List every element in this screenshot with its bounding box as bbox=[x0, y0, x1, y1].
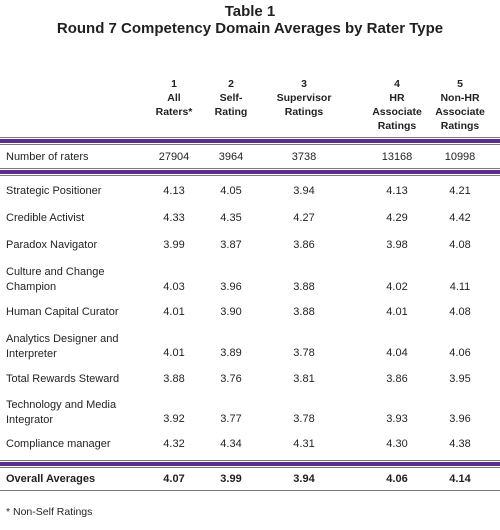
column-header-non-hr-associate: 5 Non-HR Associate Ratings bbox=[420, 77, 500, 133]
table-cell: 3.92 bbox=[163, 413, 185, 425]
table-cell: 3.78 bbox=[293, 347, 315, 359]
table-cell: 4.11 bbox=[449, 281, 471, 293]
table-cell: 3.98 bbox=[386, 239, 408, 251]
table-cell: 4.02 bbox=[386, 281, 408, 293]
table-cell: 3.81 bbox=[293, 373, 315, 385]
table-cell: 13168 bbox=[381, 151, 413, 163]
column-label: All Raters* bbox=[155, 92, 193, 118]
table-cell: 4.13 bbox=[163, 185, 185, 197]
column-label: Supervisor Ratings bbox=[276, 92, 332, 118]
table-cell: 3.89 bbox=[220, 347, 242, 359]
row-label: Technology and Media Integrator bbox=[6, 399, 117, 426]
column-number: 3 bbox=[301, 78, 307, 90]
column-number: 2 bbox=[228, 78, 234, 90]
table-cell: 4.04 bbox=[386, 347, 408, 359]
table-cell: 3.88 bbox=[293, 281, 315, 293]
table-cell: 4.13 bbox=[386, 185, 408, 197]
table-cell: 3.95 bbox=[449, 373, 471, 385]
table-cell: 4.14 bbox=[449, 473, 471, 485]
table-cell: 3.94 bbox=[293, 473, 315, 485]
footnote: * Non-Self Ratings bbox=[6, 506, 93, 518]
column-label: Self- Rating bbox=[214, 92, 248, 118]
raters-rule-top bbox=[0, 168, 500, 169]
row-label: Number of raters bbox=[6, 151, 89, 163]
column-header-supervisor-ratings: 3 Supervisor Ratings bbox=[264, 77, 344, 119]
footer-rule bbox=[0, 490, 500, 491]
table-cell: 4.31 bbox=[293, 438, 315, 450]
table-cell: 4.38 bbox=[449, 438, 471, 450]
table-cell: 4.07 bbox=[163, 473, 185, 485]
overall-rule-purple bbox=[0, 462, 500, 466]
row-label: Strategic Positioner bbox=[6, 185, 102, 197]
table-cell: 3.96 bbox=[220, 281, 242, 293]
table-cell: 3.87 bbox=[220, 239, 242, 251]
row-label: Compliance manager bbox=[6, 438, 111, 450]
table-cell: 4.03 bbox=[163, 281, 185, 293]
table-cell: 4.34 bbox=[220, 438, 242, 450]
row-label: Culture and Change Champion bbox=[6, 266, 105, 293]
table-cell: 4.08 bbox=[449, 239, 471, 251]
overall-rule-top bbox=[0, 460, 500, 461]
overall-rule-bottom bbox=[0, 467, 500, 468]
header-rule-purple bbox=[0, 139, 500, 143]
row-label: Overall Averages bbox=[6, 473, 96, 485]
table-title-number: Table 1 bbox=[224, 3, 276, 20]
header-rule-top bbox=[0, 137, 500, 138]
table-cell: 4.08 bbox=[449, 306, 471, 318]
table-cell: 4.05 bbox=[220, 185, 242, 197]
table-cell: 3.94 bbox=[293, 185, 315, 197]
table-cell: 3.86 bbox=[386, 373, 408, 385]
column-header-all-raters: 1 All Raters* bbox=[134, 77, 214, 119]
table-cell: 4.30 bbox=[386, 438, 408, 450]
table-cell: 4.27 bbox=[293, 212, 315, 224]
table-cell: 3.86 bbox=[293, 239, 315, 251]
table-cell: 3964 bbox=[218, 151, 244, 163]
column-number: 4 bbox=[394, 78, 400, 90]
table-cell: 4.21 bbox=[449, 185, 471, 197]
table-cell: 4.01 bbox=[163, 306, 185, 318]
column-label: HR Associate Ratings bbox=[372, 92, 422, 132]
column-number: 1 bbox=[171, 78, 177, 90]
table-cell: 4.32 bbox=[163, 438, 185, 450]
table-cell: 4.06 bbox=[449, 347, 471, 359]
row-label: Human Capital Curator bbox=[6, 306, 119, 318]
table-cell: 3.88 bbox=[163, 373, 185, 385]
table-cell: 3.90 bbox=[220, 306, 242, 318]
table-cell: 3.88 bbox=[293, 306, 315, 318]
column-header-hr-associate: 4 HR Associate Ratings bbox=[357, 77, 437, 133]
table-cell: 4.33 bbox=[163, 212, 185, 224]
table-cell: 4.29 bbox=[386, 212, 408, 224]
table-cell: 3.93 bbox=[386, 413, 408, 425]
table-cell: 3.76 bbox=[220, 373, 242, 385]
table-cell: 3.96 bbox=[449, 413, 471, 425]
column-number: 5 bbox=[457, 78, 463, 90]
row-label: Credible Activist bbox=[6, 212, 85, 224]
column-header-self-rating: 2 Self- Rating bbox=[191, 77, 271, 119]
table-cell: 4.35 bbox=[220, 212, 242, 224]
raters-rule-bottom bbox=[0, 175, 500, 176]
row-label: Analytics Designer and Interpreter bbox=[6, 333, 119, 360]
table-cell: 3.99 bbox=[220, 473, 242, 485]
table-cell: 3.78 bbox=[293, 413, 315, 425]
table-cell: 4.42 bbox=[449, 212, 471, 224]
row-label: Total Rewards Steward bbox=[6, 373, 120, 385]
table-title-caption: Round 7 Competency Domain Averages by Ra… bbox=[56, 20, 444, 37]
row-label: Paradox Navigator bbox=[6, 239, 98, 251]
table-cell: 3.77 bbox=[220, 413, 242, 425]
table-cell: 4.01 bbox=[386, 306, 408, 318]
table-cell: 4.01 bbox=[163, 347, 185, 359]
raters-rule-purple bbox=[0, 170, 500, 174]
table-cell: 4.06 bbox=[386, 473, 408, 485]
table-cell: 3738 bbox=[291, 151, 317, 163]
table-cell: 27904 bbox=[158, 151, 190, 163]
header-rule-bottom bbox=[0, 144, 500, 145]
table-cell: 3.99 bbox=[163, 239, 185, 251]
table-cell: 10998 bbox=[444, 151, 476, 163]
column-label: Non-HR Associate Ratings bbox=[435, 92, 485, 132]
